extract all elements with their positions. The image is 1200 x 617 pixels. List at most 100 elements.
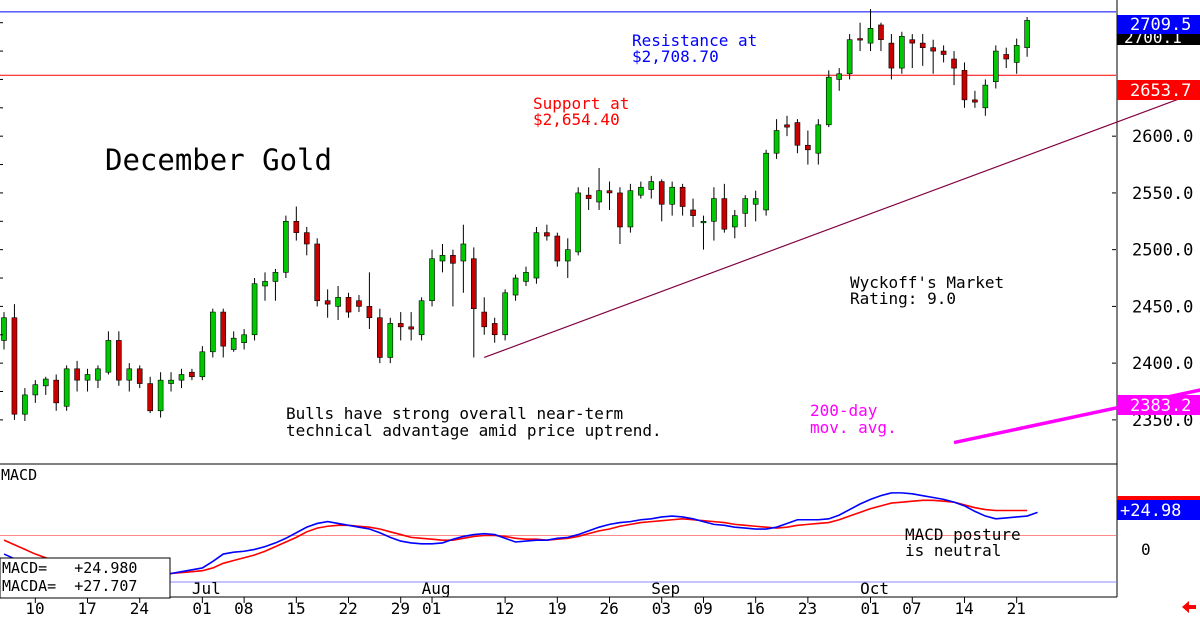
candle-body <box>491 323 498 336</box>
candle <box>210 308 216 358</box>
candle-body <box>418 300 425 336</box>
candle-body <box>220 311 227 347</box>
candle <box>742 195 749 227</box>
candle <box>773 119 780 159</box>
rating-line2: Rating: 9.0 <box>850 289 956 308</box>
candle-body <box>919 42 926 48</box>
candle-body <box>742 198 749 214</box>
candle-body <box>658 181 665 205</box>
candle-body <box>230 337 237 350</box>
day-label: 17 <box>78 599 97 617</box>
candle <box>377 308 383 364</box>
candle <box>241 329 247 350</box>
candle-body <box>961 70 968 101</box>
candle <box>930 39 936 74</box>
candle <box>564 238 571 279</box>
candle-body <box>95 368 101 381</box>
candle <box>992 45 999 89</box>
candle-body <box>450 255 456 264</box>
candle <box>439 243 446 273</box>
candle <box>544 224 550 241</box>
candle <box>408 312 414 341</box>
candle-body <box>199 351 206 378</box>
candle-body <box>564 249 571 262</box>
candle <box>836 68 843 91</box>
candle <box>230 331 237 352</box>
candle-body <box>136 368 143 384</box>
price-tick-label: 2400.0 <box>1132 354 1193 374</box>
candle <box>491 317 498 343</box>
day-label: 19 <box>547 599 566 617</box>
candle-body <box>189 371 195 378</box>
support-label-line2: $2,654.40 <box>533 110 620 129</box>
candle-body <box>982 84 989 109</box>
candle <box>272 268 279 301</box>
candle-body <box>585 194 592 199</box>
candle <box>512 274 519 301</box>
candle-body <box>846 39 853 75</box>
candle-body <box>335 297 341 307</box>
candle-body <box>773 130 780 154</box>
day-label: 15 <box>286 599 305 617</box>
ma-label-line1: 200-day <box>810 401 878 420</box>
candle-body <box>210 311 216 353</box>
day-label: 16 <box>746 599 765 617</box>
candle <box>116 331 122 386</box>
macd-note-line2: is neutral <box>905 541 1001 560</box>
readout-box <box>0 557 171 599</box>
candle-body <box>116 340 122 381</box>
candle <box>1013 38 1020 74</box>
bulls-annotation-line2: technical advantage amid price uptrend. <box>286 421 662 440</box>
candle <box>867 9 874 52</box>
macd-price-label: +24.98 <box>1120 501 1181 521</box>
candle-body <box>940 50 947 55</box>
candle <box>554 232 561 267</box>
candle-body <box>815 124 822 154</box>
candle-body <box>992 50 999 83</box>
candle-body <box>178 374 185 381</box>
day-label: 14 <box>954 599 973 617</box>
candle <box>356 295 362 313</box>
candle-body <box>22 394 28 415</box>
candle <box>324 289 331 318</box>
candle-body <box>481 311 488 328</box>
candle-body <box>283 220 289 273</box>
candle <box>502 289 508 341</box>
candle-body <box>575 192 582 253</box>
candle-body <box>262 281 268 287</box>
macd-panel-group <box>0 492 1116 576</box>
candle <box>32 380 39 403</box>
resistance-price-box <box>1117 15 1200 34</box>
candle <box>53 374 60 411</box>
candle-body <box>669 186 675 205</box>
candle-body <box>857 38 863 41</box>
candle <box>189 368 195 381</box>
candle-body <box>951 58 957 69</box>
candle <box>899 31 905 74</box>
uptrend-line <box>484 90 1200 359</box>
support-price-label: 2653.7 <box>1130 81 1191 101</box>
candle <box>533 226 540 284</box>
scroll-left-arrow-icon[interactable] <box>1182 601 1196 613</box>
day-label: 12 <box>495 599 514 617</box>
candle-body <box>377 317 383 358</box>
ma-200-line <box>953 388 1200 445</box>
candle <box>63 365 70 411</box>
day-label: 07 <box>902 599 921 617</box>
month-label: Jul <box>192 579 221 598</box>
day-label: 09 <box>693 599 712 617</box>
candle-body <box>606 190 613 194</box>
candle-body <box>460 243 467 262</box>
candle-body <box>470 258 477 309</box>
candle-body <box>429 258 435 302</box>
candle-body <box>794 122 801 146</box>
candle <box>961 62 968 108</box>
candle <box>658 179 665 222</box>
candle-body <box>314 243 321 302</box>
candle <box>638 181 644 199</box>
candle <box>147 376 153 414</box>
resistance-price-label: 2709.5 <box>1130 15 1191 35</box>
candle <box>387 317 394 364</box>
candle <box>679 183 686 216</box>
